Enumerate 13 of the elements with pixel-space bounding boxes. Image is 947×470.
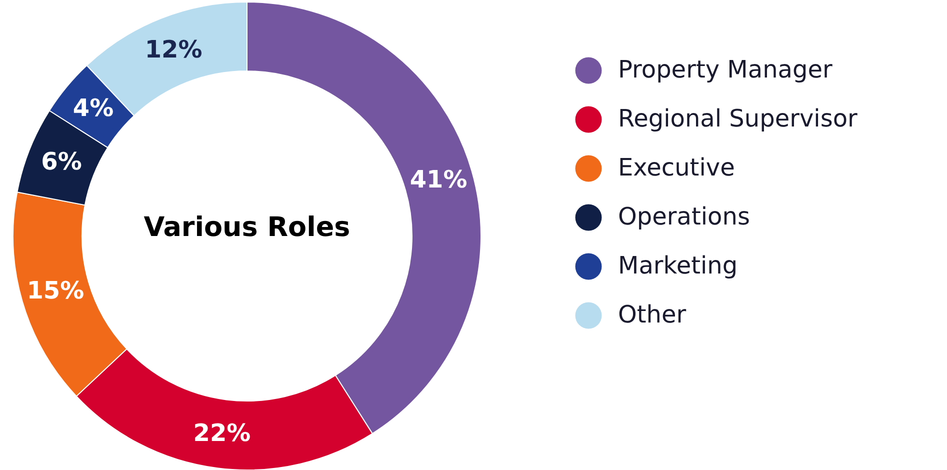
legend-label: Operations <box>618 202 750 230</box>
legend-label: Executive <box>618 154 735 182</box>
data-label: 22% <box>193 418 251 447</box>
data-label: 15% <box>26 276 84 305</box>
legend-label: Property Manager <box>618 56 833 84</box>
legend-label: Regional Supervisor <box>618 104 858 132</box>
data-label: 41% <box>410 165 468 194</box>
data-label: 6% <box>41 148 82 176</box>
text: Various Roles <box>144 212 350 243</box>
data-label: 12% <box>144 36 202 64</box>
legend-label: Other <box>618 300 686 328</box>
legend-label: Marketing <box>618 252 738 280</box>
data-label: 4% <box>72 94 114 122</box>
